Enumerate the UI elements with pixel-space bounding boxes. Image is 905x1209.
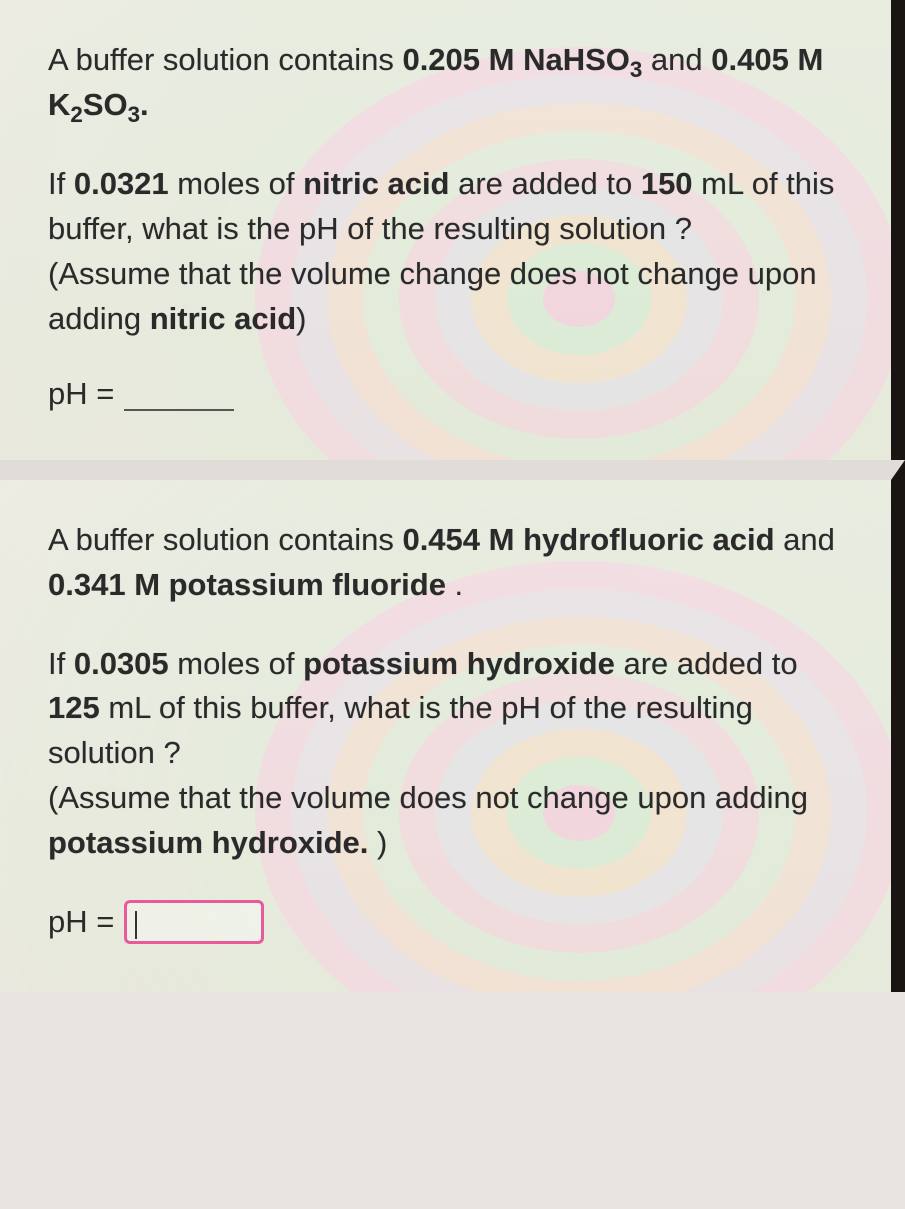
text-fragment: 0.205 M NaHSO (402, 42, 629, 77)
ph-answer-row: pH = (48, 376, 843, 412)
text-fragment: (Assume that the volume does not change … (48, 780, 808, 815)
question-text: If 0.0305 moles of potassium hydroxide a… (48, 642, 843, 867)
problem-panel: A buffer solution contains 0.454 M hydro… (0, 460, 905, 993)
text-fragment: 125 (48, 690, 100, 725)
text-fragment: . (446, 567, 463, 602)
ph-answer-blank[interactable] (124, 377, 234, 411)
text-fragment: nitric acid (303, 166, 449, 201)
text-fragment: nitric acid (150, 301, 296, 336)
text-fragment: 150 (641, 166, 693, 201)
ph-answer-row: pH = (48, 900, 843, 944)
text-fragment: mL of this buffer, what is the pH of the… (48, 690, 753, 770)
text-fragment: moles of (169, 166, 303, 201)
text-fragment: 3 (128, 102, 140, 127)
text-fragment: are added to (615, 646, 798, 681)
text-fragment: 0.341 M potassium fluoride (48, 567, 446, 602)
text-fragment: 0.0321 (74, 166, 169, 201)
text-fragment: If (48, 166, 74, 201)
text-fragment: and (642, 42, 711, 77)
text-fragment: 0.454 M hydrofluoric acid (402, 522, 774, 557)
text-fragment: A buffer solution contains (48, 42, 402, 77)
text-fragment: ) (368, 825, 387, 860)
text-fragment: A buffer solution contains (48, 522, 402, 557)
text-fragment: moles of (169, 646, 303, 681)
text-fragment: ) (296, 301, 306, 336)
problem-panel: A buffer solution contains 0.205 M NaHSO… (0, 0, 905, 460)
text-fragment: 3 (630, 57, 642, 82)
text-fragment: 0.0305 (74, 646, 169, 681)
buffer-composition-text: A buffer solution contains 0.454 M hydro… (48, 518, 843, 608)
ph-label: pH = (48, 904, 114, 940)
buffer-composition-text: A buffer solution contains 0.205 M NaHSO… (48, 38, 843, 128)
text-fragment: potassium hydroxide (303, 646, 615, 681)
text-fragment: 2 (70, 102, 82, 127)
text-fragment: and (775, 522, 835, 557)
text-cursor-icon (135, 911, 137, 939)
text-fragment: potassium hydroxide. (48, 825, 368, 860)
text-fragment: If (48, 646, 74, 681)
text-fragment: . (140, 87, 149, 122)
ph-answer-input[interactable] (124, 900, 264, 944)
question-text: If 0.0321 moles of nitric acid are added… (48, 162, 843, 342)
text-fragment: SO (83, 87, 128, 122)
ph-label: pH = (48, 376, 114, 412)
text-fragment: are added to (450, 166, 641, 201)
